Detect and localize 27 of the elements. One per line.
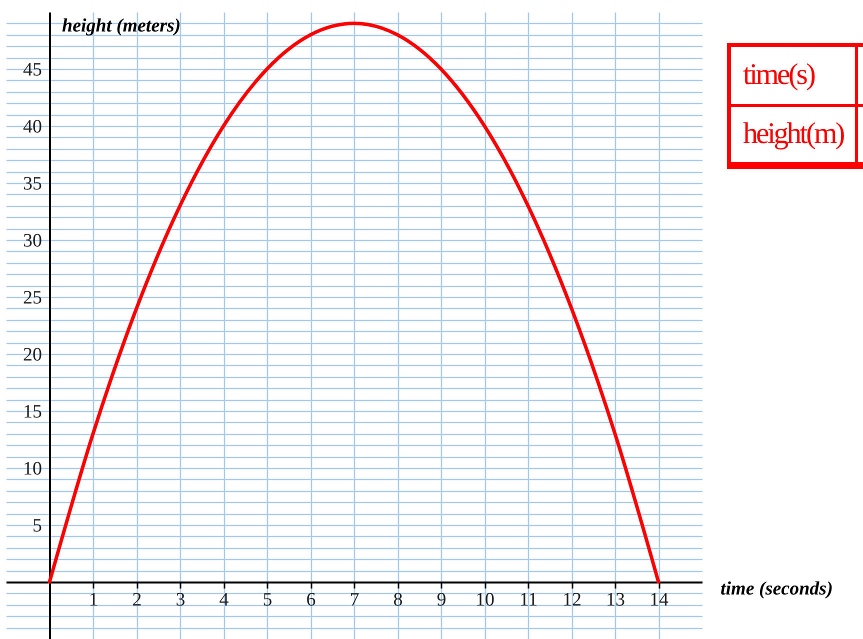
x-tick-label: 10 bbox=[476, 590, 494, 610]
x-tick-label: 13 bbox=[606, 590, 625, 610]
x-tick-label: 2 bbox=[132, 590, 142, 610]
x-tick-label: 11 bbox=[519, 590, 538, 610]
y-tick-label: 45 bbox=[23, 60, 42, 80]
x-tick-label: 1 bbox=[88, 590, 98, 610]
y-axis-title: height (meters) bbox=[62, 16, 181, 36]
x-axis-title: time (seconds) bbox=[720, 578, 833, 600]
text: time(s) bbox=[729, 45, 857, 105]
y-tick-label: 30 bbox=[23, 230, 42, 252]
x-tick-label: 9 bbox=[436, 590, 446, 610]
y-tick-label: 40 bbox=[23, 116, 42, 138]
x-tick-label: 6 bbox=[306, 590, 316, 610]
x-tick-label: 8 bbox=[393, 590, 403, 610]
y-tick-label: 10 bbox=[23, 458, 42, 480]
x-tick-label: 7 bbox=[350, 590, 360, 610]
y-tick-label: 25 bbox=[23, 288, 42, 308]
y-tick-label: 35 bbox=[23, 174, 42, 194]
x-tick-label: 12 bbox=[562, 590, 582, 610]
x-tick-label: 14 bbox=[650, 590, 669, 610]
y-tick-label: 20 bbox=[23, 344, 42, 366]
y-tick-label: 5 bbox=[32, 516, 42, 536]
text: height(m) bbox=[729, 105, 857, 165]
x-tick-label: 5 bbox=[262, 590, 272, 610]
y-tick-label: 15 bbox=[23, 402, 42, 422]
x-tick-label: 4 bbox=[219, 590, 230, 610]
x-tick-label: 3 bbox=[176, 590, 186, 610]
